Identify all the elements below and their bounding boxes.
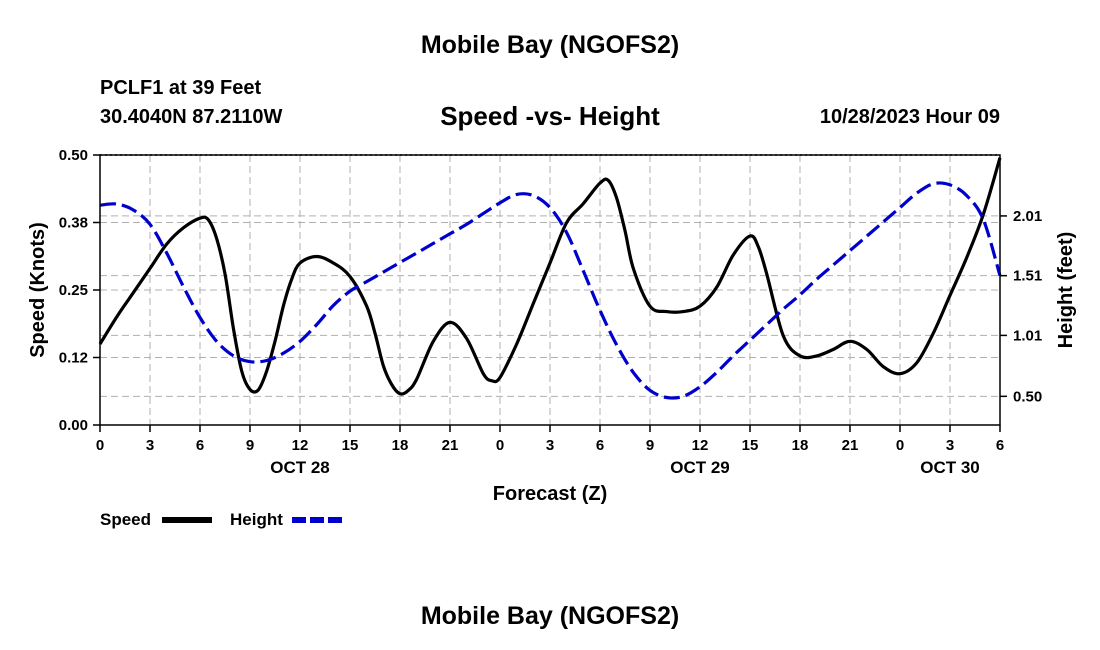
y-tick-label: 0.00	[59, 417, 88, 434]
series-layer	[98, 157, 1002, 400]
x-tick-label: 3	[146, 437, 154, 454]
x-tick-label: 21	[442, 437, 459, 454]
y-axis-label: Speed (Knots)	[27, 222, 49, 358]
y2-axis-label: Height (feet)	[1055, 232, 1077, 349]
x-date-label: OCT 30	[920, 458, 980, 477]
station-label: PCLF1 at 39 Feet	[100, 77, 262, 99]
y2-tick-label: 1.01	[1013, 327, 1042, 344]
x-tick-label: 18	[792, 437, 809, 454]
series-line-speed	[98, 157, 1002, 396]
y-tick-label: 0.38	[59, 215, 88, 232]
x-date-label: OCT 28	[270, 458, 330, 477]
x-tick-label: 0	[896, 437, 904, 454]
legend-label-height: Height	[230, 510, 283, 529]
x-tick-label: 3	[546, 437, 554, 454]
x-tick-label: 9	[646, 437, 654, 454]
x-tick-label: 6	[596, 437, 604, 454]
legend: Speed Height	[100, 510, 342, 529]
x-tick-label: 6	[196, 437, 204, 454]
series-line-height	[99, 181, 1002, 400]
page-title: Mobile Bay (NGOFS2)	[420, 31, 680, 59]
x-tick-label: 18	[392, 437, 409, 454]
x-tick-label: 0	[496, 437, 504, 454]
x-axis-label: Forecast (Z)	[493, 483, 607, 505]
y2-tick-label: 0.50	[1013, 388, 1042, 405]
x-tick-label: 21	[842, 437, 859, 454]
footer-title: Mobile Bay (NGOFS2)	[420, 602, 680, 630]
y-tick-label: 0.25	[59, 282, 88, 299]
legend-label-speed: Speed	[100, 510, 151, 529]
y2-tick-label: 2.01	[1013, 208, 1042, 225]
chart-subtitle: Speed -vs- Height	[440, 101, 660, 131]
y-tick-label: 0.12	[59, 350, 88, 367]
x-tick-label: 15	[742, 437, 759, 454]
x-tick-label: 3	[946, 437, 954, 454]
y2-tick-label: 1.51	[1013, 268, 1042, 285]
x-tick-label: 12	[692, 437, 709, 454]
x-tick-label: 15	[342, 437, 359, 454]
forecast-datetime: 10/28/2023 Hour 09	[819, 106, 1000, 128]
x-tick-label: 12	[292, 437, 309, 454]
axes: 0 3 6 9 12 15 18 21 0 3 6 9 12 15 18 21 0 3 6 OCT 28 OCT 29 O…	[59, 147, 1042, 477]
x-tick-label: 6	[996, 437, 1004, 454]
y-tick-label: 0.50	[59, 147, 88, 164]
grid-lines	[100, 154, 1000, 425]
station-coords: 30.4040N 87.2110W	[100, 106, 283, 128]
x-tick-label: 9	[246, 437, 254, 454]
x-date-label: OCT 29	[670, 458, 730, 477]
x-tick-label: 0	[96, 437, 104, 454]
